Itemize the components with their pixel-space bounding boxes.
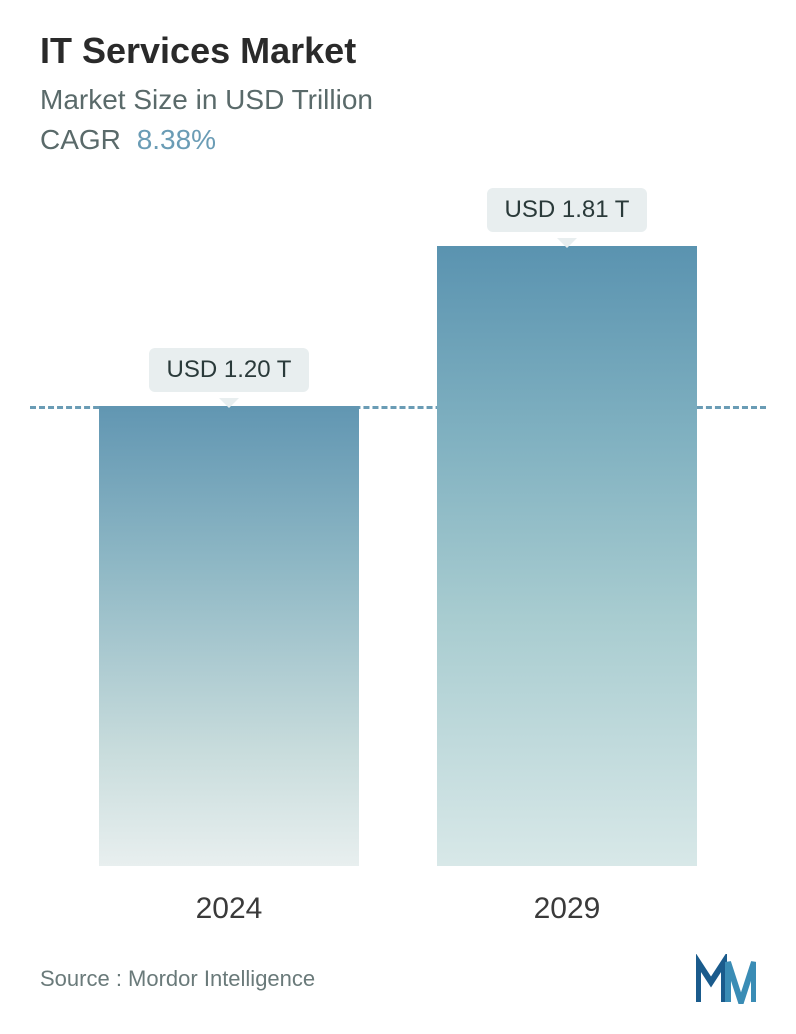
mordor-logo-icon [696, 954, 756, 1004]
value-badge-2024: USD 1.20 T [149, 348, 310, 392]
bar-2029 [437, 246, 697, 866]
cagr-label: CAGR [40, 124, 121, 155]
bar-group-2029: USD 1.81 T [437, 188, 697, 866]
x-label-2024: 2024 [99, 892, 359, 926]
bar-group-2024: USD 1.20 T [99, 348, 359, 866]
chart-title: IT Services Market [40, 30, 756, 72]
badge-pointer [219, 398, 239, 408]
x-label-2029: 2029 [437, 892, 697, 926]
bars-container: USD 1.20 T USD 1.81 T [0, 186, 796, 866]
cagr-row: CAGR 8.38% [40, 124, 756, 156]
value-badge-2029: USD 1.81 T [487, 188, 648, 232]
badge-pointer [557, 238, 577, 248]
cagr-value: 8.38% [137, 124, 216, 155]
x-axis-labels: 2024 2029 [0, 892, 796, 926]
chart-subtitle: Market Size in USD Trillion [40, 84, 756, 116]
chart-header: IT Services Market Market Size in USD Tr… [0, 0, 796, 166]
chart-footer: Source : Mordor Intelligence [0, 954, 796, 1004]
chart-area: USD 1.20 T USD 1.81 T 2024 2029 [0, 186, 796, 926]
bar-2024 [99, 406, 359, 866]
source-text: Source : Mordor Intelligence [40, 966, 315, 992]
